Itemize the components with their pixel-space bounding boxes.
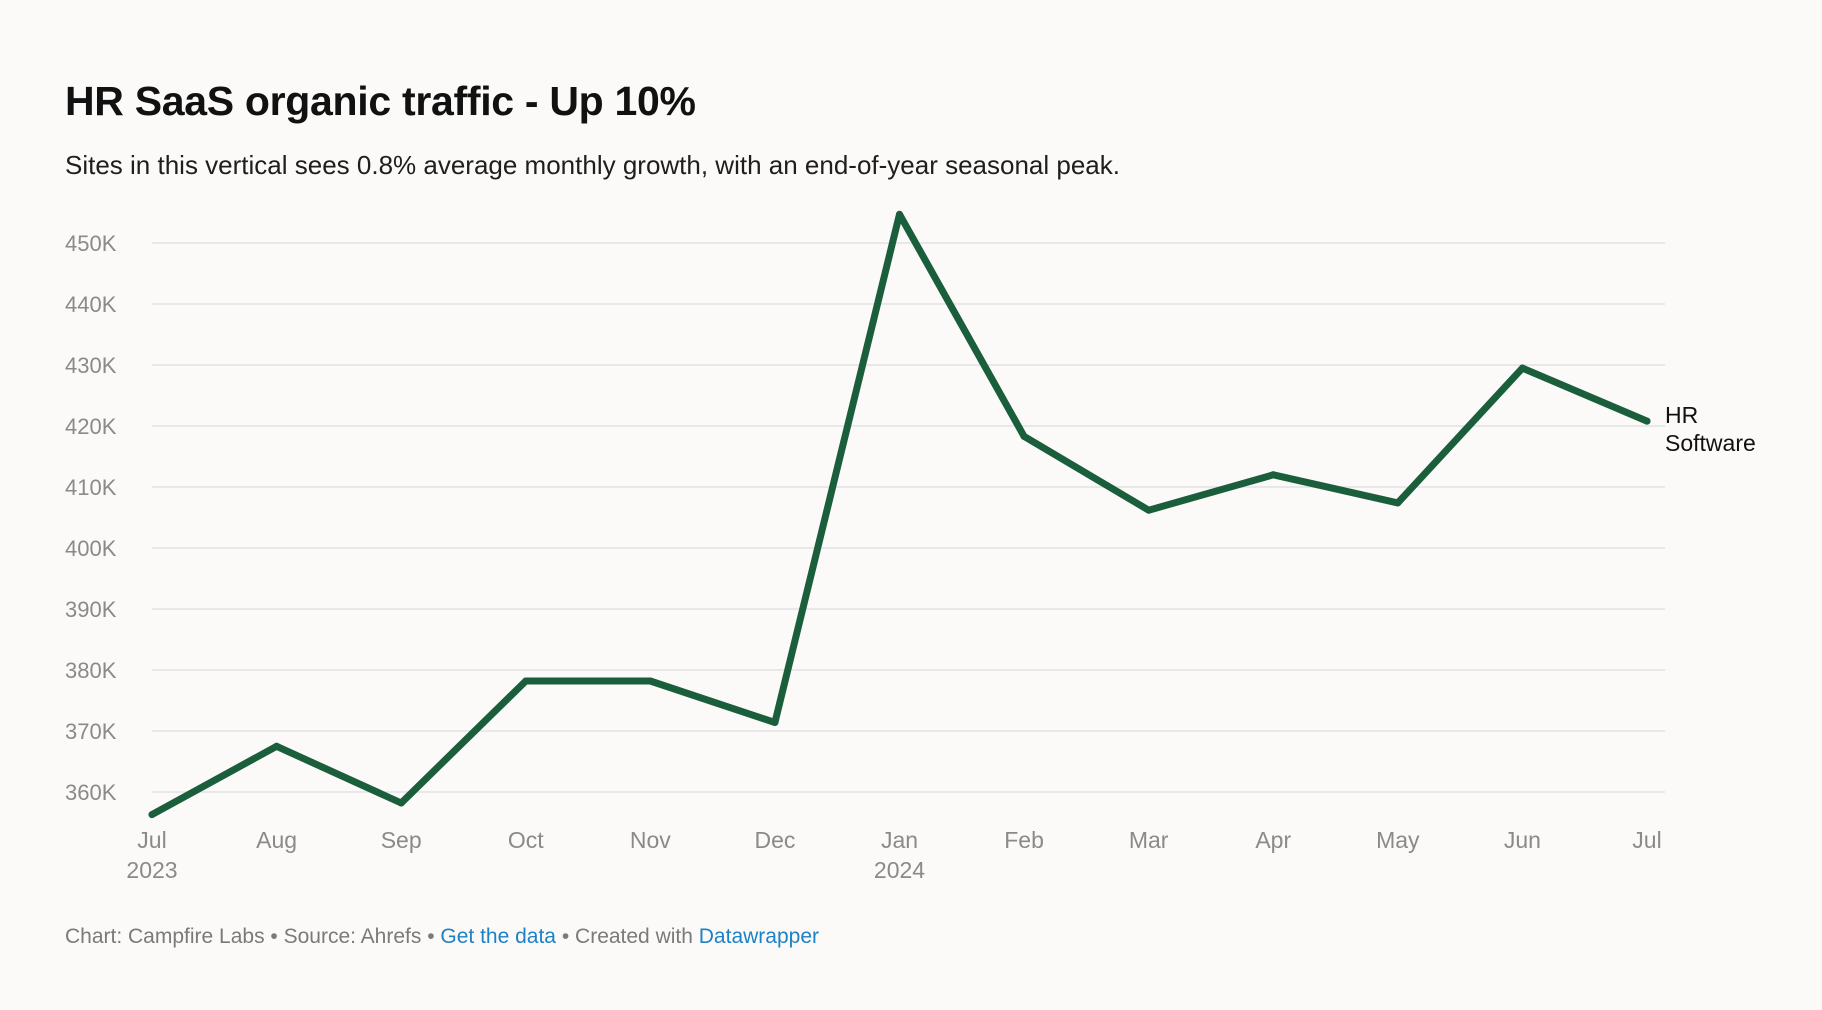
x-tick-label: Jul — [137, 827, 166, 853]
x-tick-label: May — [1376, 827, 1420, 853]
x-tick-label: Oct — [508, 827, 544, 853]
data-point — [1518, 364, 1526, 372]
x-tick-label: Dec — [754, 827, 795, 853]
data-point — [273, 742, 281, 750]
data-point — [1643, 417, 1651, 425]
footer-separator: • — [556, 925, 576, 948]
data-point — [522, 677, 530, 685]
series-label: Software — [1665, 430, 1756, 456]
y-tick-label: 430K — [65, 353, 117, 378]
y-tick-label: 380K — [65, 658, 117, 683]
data-point — [1394, 499, 1402, 507]
x-tick-label: Mar — [1129, 827, 1169, 853]
data-point — [646, 677, 654, 685]
data-point — [1020, 432, 1028, 440]
data-point — [896, 210, 903, 218]
y-tick-label: 390K — [65, 597, 117, 622]
y-tick-label: 370K — [65, 719, 117, 744]
line-chart: 360K 370K 380K 390K 400K 410K 420K 430K 440K 450K… — [65, 210, 1756, 883]
y-tick-label: 420K — [65, 414, 117, 439]
footer-separator: • — [421, 925, 441, 948]
x-tick-label: Jul — [1632, 827, 1661, 853]
data-point — [397, 799, 405, 807]
x-tick-label: Nov — [630, 827, 671, 853]
data-point — [1145, 506, 1153, 514]
datawrapper-link[interactable]: Datawrapper — [698, 925, 819, 948]
data-point — [1269, 471, 1277, 479]
y-tick-label: 400K — [65, 536, 117, 561]
y-tick-label: 360K — [65, 780, 117, 805]
y-tick-label: 440K — [65, 292, 117, 317]
chart-subtitle: Sites in this vertical sees 0.8% average… — [65, 150, 1120, 180]
data-point — [148, 811, 156, 819]
footer-chart-credit: Chart: Campfire Labs — [65, 925, 265, 948]
footer-created-with: Created with — [575, 925, 693, 948]
series-label: HR — [1665, 402, 1698, 428]
footer-source: Source: Ahrefs — [283, 925, 422, 948]
x-tick-label: Jan — [881, 827, 918, 853]
y-tick-label: 410K — [65, 475, 117, 500]
footer-separator: • — [264, 925, 284, 948]
x-tick-label: Aug — [256, 827, 297, 853]
chart-title: HR SaaS organic traffic - Up 10% — [65, 78, 696, 124]
y-tick-label: 450K — [65, 231, 117, 256]
x-tick-sublabel: 2023 — [126, 857, 177, 883]
x-tick-sublabel: 2024 — [874, 857, 925, 883]
chart-footer: Chart: Campfire Labs • Source: Ahrefs • … — [65, 925, 819, 949]
x-tick-label: Sep — [381, 827, 422, 853]
x-tick-label: Jun — [1504, 827, 1541, 853]
x-tick-label: Feb — [1004, 827, 1044, 853]
data-point — [771, 718, 779, 726]
x-tick-label: Apr — [1255, 827, 1291, 853]
get-the-data-link[interactable]: Get the data — [440, 925, 556, 948]
